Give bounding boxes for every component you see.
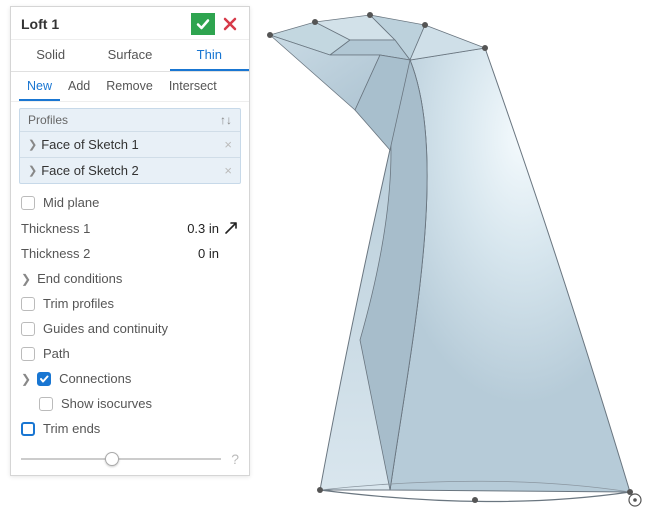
trim-ends-label: Trim ends bbox=[43, 421, 100, 436]
viewport-3d[interactable] bbox=[260, 0, 649, 514]
thickness2-label: Thickness 2 bbox=[21, 246, 198, 261]
trim-ends-checkbox[interactable] bbox=[21, 422, 35, 436]
midplane-label: Mid plane bbox=[43, 195, 99, 210]
chevron-right-icon: ❯ bbox=[28, 138, 37, 151]
sort-icon[interactable]: ↑↓ bbox=[220, 113, 232, 127]
help-icon[interactable]: ? bbox=[231, 451, 239, 467]
path-label: Path bbox=[43, 346, 70, 361]
midplane-checkbox[interactable] bbox=[21, 196, 35, 210]
subtab-intersect[interactable]: Intersect bbox=[161, 72, 225, 101]
chevron-right-icon: ❯ bbox=[28, 164, 37, 177]
path-checkbox[interactable] bbox=[21, 347, 35, 361]
end-conditions-row[interactable]: ❯ End conditions bbox=[11, 266, 249, 291]
profiles-box[interactable]: Profiles ↑↓ ❯ Face of Sketch 1 × ❯ Face … bbox=[19, 108, 241, 184]
thickness2-value[interactable]: 0 in bbox=[198, 246, 219, 261]
remove-profile-icon[interactable]: × bbox=[224, 163, 232, 178]
trim-profiles-label: Trim profiles bbox=[43, 296, 114, 311]
close-icon bbox=[222, 16, 238, 32]
thickness1-value[interactable]: 0.3 in bbox=[187, 221, 219, 236]
loft-model bbox=[260, 0, 649, 514]
profiles-label: Profiles bbox=[28, 113, 68, 127]
tab-thin[interactable]: Thin bbox=[170, 40, 249, 71]
panel-title: Loft 1 bbox=[21, 16, 191, 32]
guides-label: Guides and continuity bbox=[43, 321, 168, 336]
connections-checkbox[interactable] bbox=[37, 372, 51, 386]
profile-item[interactable]: ❯ Face of Sketch 1 × bbox=[20, 131, 240, 157]
guides-row[interactable]: Guides and continuity bbox=[11, 316, 249, 341]
tab-solid[interactable]: Solid bbox=[11, 40, 90, 71]
trim-ends-row[interactable]: Trim ends bbox=[11, 416, 249, 441]
flip-arrow-icon[interactable] bbox=[223, 220, 239, 236]
type-tabs: Solid Surface Thin bbox=[11, 40, 249, 72]
profile-item[interactable]: ❯ Face of Sketch 2 × bbox=[20, 157, 240, 183]
opacity-slider-row: ? bbox=[11, 441, 249, 475]
profiles-header: Profiles ↑↓ bbox=[20, 109, 240, 131]
midplane-row[interactable]: Mid plane bbox=[11, 190, 249, 215]
end-conditions-label: End conditions bbox=[37, 271, 122, 286]
subtab-new[interactable]: New bbox=[19, 72, 60, 101]
isocurves-checkbox[interactable] bbox=[39, 397, 53, 411]
check-icon bbox=[195, 16, 211, 32]
panel-header: Loft 1 bbox=[11, 7, 249, 40]
guides-checkbox[interactable] bbox=[21, 322, 35, 336]
cancel-button[interactable] bbox=[219, 13, 241, 35]
isocurves-label: Show isocurves bbox=[61, 396, 152, 411]
chevron-right-icon: ❯ bbox=[21, 372, 31, 386]
subtab-add[interactable]: Add bbox=[60, 72, 98, 101]
loft-panel: Loft 1 Solid Surface Thin New Add Remove… bbox=[10, 6, 250, 476]
trim-profiles-row[interactable]: Trim profiles bbox=[11, 291, 249, 316]
slider-track[interactable] bbox=[21, 458, 221, 460]
subtab-remove[interactable]: Remove bbox=[98, 72, 161, 101]
connections-row[interactable]: ❯ Connections bbox=[11, 366, 249, 391]
chevron-right-icon: ❯ bbox=[21, 272, 31, 286]
thickness1-row: Thickness 1 0.3 in bbox=[11, 215, 249, 241]
thickness2-row: Thickness 2 0 in bbox=[11, 241, 249, 266]
boolean-tabs: New Add Remove Intersect bbox=[11, 72, 249, 102]
tab-surface[interactable]: Surface bbox=[90, 40, 169, 71]
profile-label: Face of Sketch 1 bbox=[41, 137, 139, 152]
profile-label: Face of Sketch 2 bbox=[41, 163, 139, 178]
confirm-button[interactable] bbox=[191, 13, 215, 35]
trim-profiles-checkbox[interactable] bbox=[21, 297, 35, 311]
remove-profile-icon[interactable]: × bbox=[224, 137, 232, 152]
thickness1-label: Thickness 1 bbox=[21, 221, 187, 236]
isocurves-row[interactable]: Show isocurves bbox=[11, 391, 249, 416]
check-icon bbox=[39, 374, 49, 384]
connections-label: Connections bbox=[59, 371, 131, 386]
path-row[interactable]: Path bbox=[11, 341, 249, 366]
slider-thumb[interactable] bbox=[105, 452, 119, 466]
